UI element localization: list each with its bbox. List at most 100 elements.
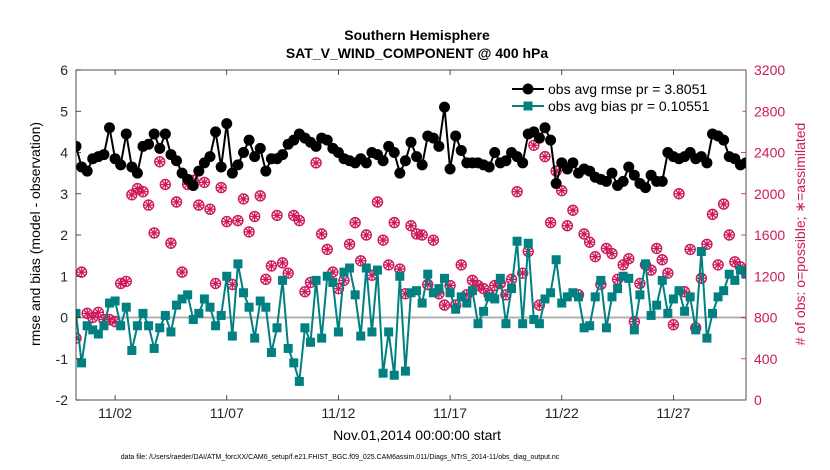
rmse-point [120, 128, 132, 140]
rmse-point [76, 140, 82, 152]
legend-rmse-label: obs avg rmse pr = 3.8051 [548, 81, 707, 97]
obs-assimilated-point [344, 239, 355, 250]
y-tick-label-left: 4 [60, 145, 68, 161]
rmse-point [243, 134, 255, 146]
y-tick-label-left: 0 [60, 310, 68, 326]
obs-assimilated-point [512, 186, 523, 197]
bias-point [300, 323, 310, 333]
y-tick-label-right: 2400 [754, 145, 785, 161]
bias-point [646, 310, 656, 320]
obs-assimilated-point [355, 255, 366, 266]
rmse-point [545, 134, 557, 146]
obs-assimilated-point [260, 274, 271, 285]
bias-point [155, 323, 165, 333]
bias-point [311, 275, 321, 285]
bias-point [663, 308, 673, 318]
rmse-point [310, 140, 322, 152]
bias-point [462, 298, 472, 308]
rmse-point [104, 122, 115, 134]
obs-assimilated-point [249, 211, 260, 222]
obs-assimilated-point [562, 220, 573, 231]
bias-point [266, 348, 276, 358]
bias-point [529, 315, 539, 325]
bias-point [239, 288, 248, 298]
bias-point [551, 255, 561, 265]
bias-point [607, 292, 617, 302]
obs-assimilated-point [199, 177, 210, 188]
obs-assimilated-point [171, 197, 182, 207]
obs-assimilated-point [121, 276, 132, 287]
rmse-point [623, 161, 635, 173]
obs-assimilated-point [718, 199, 729, 210]
bias-point [105, 298, 114, 308]
rmse-point [277, 149, 289, 161]
obs-assimilated-point [205, 204, 215, 215]
rmse-point [606, 167, 618, 179]
rmse-point [171, 155, 182, 167]
obs-assimilated-point [221, 216, 232, 227]
rmse-point [148, 128, 160, 140]
obs-assimilated-point [713, 259, 724, 270]
bias-point [110, 296, 120, 306]
y-axis-label-left: rmse and bias (model - observation) [27, 122, 43, 346]
obs-assimilated-point [361, 230, 372, 240]
y-tick-label-left: 5 [60, 103, 68, 119]
obs-assimilated-point [232, 215, 243, 226]
bias-point [144, 321, 154, 331]
y-tick-label-left: 1 [60, 268, 68, 284]
rmse-point [187, 180, 199, 191]
obs-assimilated-point [662, 268, 673, 279]
bias-point [668, 294, 678, 304]
bias-point [261, 302, 271, 312]
rmse-point [533, 132, 545, 144]
bias-point [674, 286, 684, 296]
bias-point [322, 271, 332, 281]
bias-point [618, 271, 628, 281]
obs-assimilated-point [579, 228, 590, 239]
obs-assimilated-point [76, 267, 87, 278]
obs-assimilated-point [428, 235, 439, 246]
bias-point [339, 267, 349, 277]
obs-assimilated-point [244, 226, 255, 237]
bias-point [484, 292, 494, 302]
bias-point [183, 290, 193, 300]
bias-point [568, 288, 578, 298]
obs-assimilated-point [216, 182, 227, 193]
x-tick-label: 11/22 [545, 405, 579, 421]
bias-point [160, 310, 170, 320]
rmse-point [394, 167, 406, 179]
bias-point [205, 302, 215, 312]
obs-assimilated-point [456, 259, 467, 270]
y-tick-label-right: 2000 [754, 186, 785, 202]
bias-point [244, 302, 254, 312]
obs-assimilated-point [350, 217, 361, 228]
bias-point [395, 271, 405, 281]
bias-point [384, 327, 394, 337]
rmse-point [517, 157, 529, 169]
bias-point [741, 269, 746, 279]
rmse-point [226, 167, 238, 179]
y-tick-label-right: 1600 [754, 227, 785, 243]
rmse-point [193, 165, 205, 177]
bias-point [719, 286, 729, 296]
bias-point [652, 300, 662, 310]
bias-point [406, 288, 416, 298]
bias-point [177, 294, 187, 304]
obs-assimilated-point [729, 256, 740, 267]
bias-point [93, 329, 103, 339]
bias-point [512, 236, 522, 246]
bias-point [479, 306, 489, 316]
rmse-point [439, 101, 450, 113]
bias-point [691, 325, 701, 335]
rmse-point [628, 169, 640, 181]
x-tick-label: 11/07 [210, 405, 244, 421]
bias-point [166, 327, 176, 337]
rmse-point [656, 175, 668, 187]
bias-point [400, 366, 410, 376]
y-tick-label-right: 0 [754, 392, 762, 408]
rmse-point [399, 155, 411, 167]
bias-point [562, 292, 572, 302]
obs-assimilated-point [82, 308, 93, 319]
bias-point [172, 300, 181, 310]
bias-point [557, 298, 567, 308]
